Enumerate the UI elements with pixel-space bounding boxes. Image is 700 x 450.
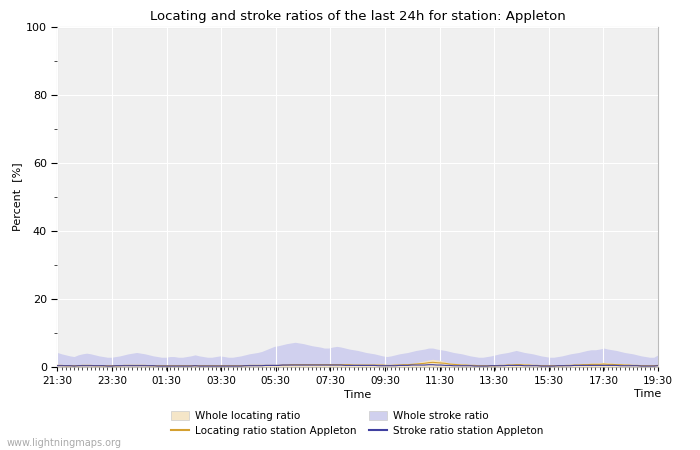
X-axis label: Time: Time	[344, 390, 371, 400]
Title: Locating and stroke ratios of the last 24h for station: Appleton: Locating and stroke ratios of the last 2…	[150, 10, 566, 23]
Text: Time: Time	[634, 389, 662, 399]
Legend: Whole locating ratio, Locating ratio station Appleton, Whole stroke ratio, Strok: Whole locating ratio, Locating ratio sta…	[171, 411, 543, 436]
Y-axis label: Percent  [%]: Percent [%]	[12, 162, 22, 231]
Text: www.lightningmaps.org: www.lightningmaps.org	[7, 438, 122, 448]
